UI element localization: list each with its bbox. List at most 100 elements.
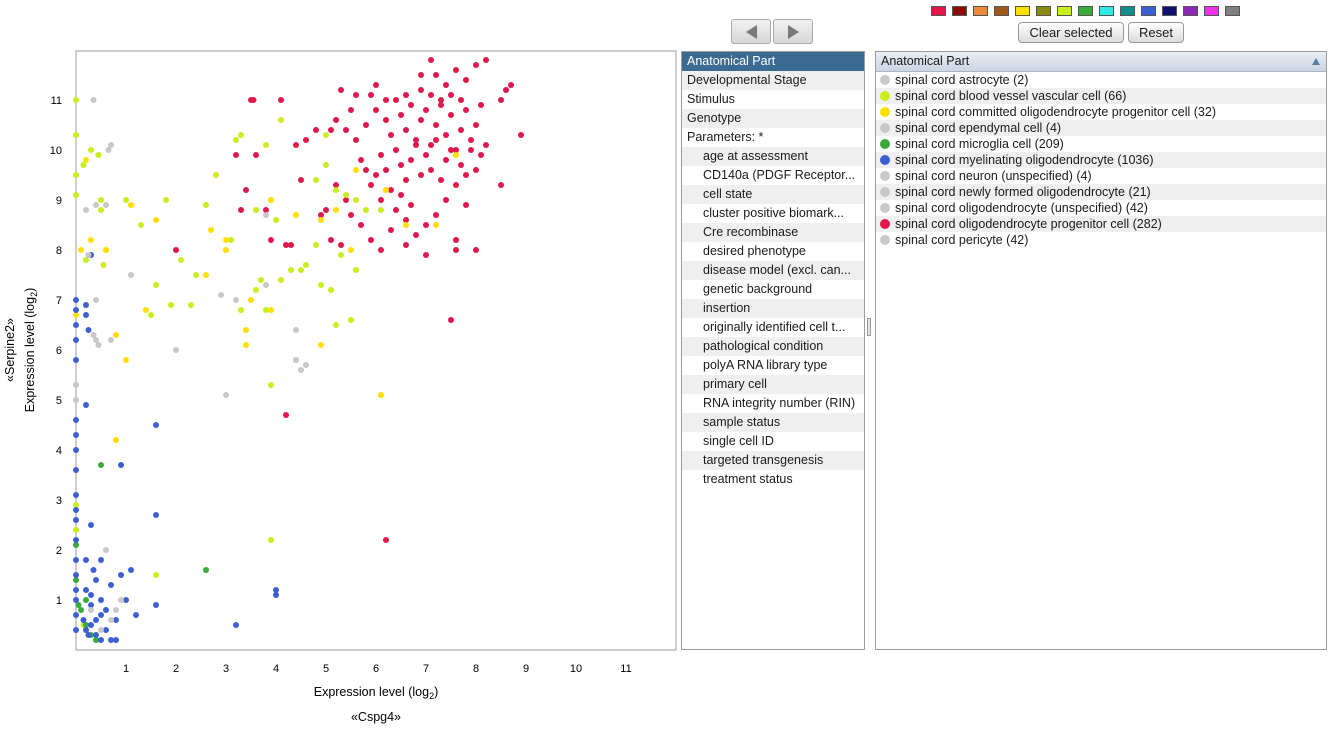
data-point[interactable]: [428, 167, 434, 173]
data-point[interactable]: [203, 567, 209, 573]
data-point[interactable]: [88, 607, 94, 613]
data-point[interactable]: [73, 572, 79, 578]
data-point[interactable]: [85, 252, 92, 258]
data-point[interactable]: [378, 152, 384, 158]
data-point[interactable]: [128, 272, 134, 278]
data-point[interactable]: [258, 277, 264, 283]
data-point[interactable]: [423, 107, 429, 113]
data-point[interactable]: [433, 212, 439, 218]
data-point[interactable]: [333, 182, 339, 188]
data-point[interactable]: [423, 152, 429, 158]
data-point[interactable]: [83, 622, 89, 628]
value-row[interactable]: spinal cord neuron (unspecified) (4): [876, 168, 1326, 184]
data-point[interactable]: [393, 97, 399, 103]
data-point[interactable]: [433, 222, 439, 228]
color-swatch[interactable]: [1183, 6, 1198, 16]
data-point[interactable]: [138, 222, 144, 228]
data-point[interactable]: [353, 167, 359, 173]
data-point[interactable]: [398, 192, 404, 198]
data-point[interactable]: [428, 142, 434, 148]
data-point[interactable]: [353, 92, 359, 98]
data-point[interactable]: [368, 182, 374, 188]
data-point[interactable]: [108, 582, 114, 588]
data-point[interactable]: [85, 327, 92, 333]
facet-item[interactable]: single cell ID: [703, 434, 774, 448]
data-point[interactable]: [288, 267, 294, 273]
data-point[interactable]: [363, 207, 369, 213]
data-point[interactable]: [78, 607, 84, 613]
data-point[interactable]: [98, 627, 104, 633]
data-point[interactable]: [83, 587, 89, 593]
data-point[interactable]: [263, 207, 269, 213]
data-point[interactable]: [408, 157, 414, 163]
data-point[interactable]: [103, 547, 109, 553]
data-point[interactable]: [73, 417, 79, 423]
value-row[interactable]: spinal cord newly formed oligodendrocyte…: [876, 184, 1326, 200]
data-point[interactable]: [463, 77, 469, 83]
data-point[interactable]: [173, 347, 179, 353]
data-point[interactable]: [263, 142, 269, 148]
data-point[interactable]: [268, 307, 274, 313]
data-point[interactable]: [353, 267, 359, 273]
data-point[interactable]: [333, 207, 339, 213]
data-point[interactable]: [98, 612, 104, 618]
data-point[interactable]: [413, 137, 419, 143]
data-point[interactable]: [453, 147, 459, 153]
data-point[interactable]: [233, 137, 239, 143]
data-point[interactable]: [118, 572, 124, 578]
data-point[interactable]: [303, 262, 309, 268]
data-point[interactable]: [73, 307, 79, 313]
color-swatch[interactable]: [973, 6, 988, 16]
data-point[interactable]: [343, 192, 349, 198]
data-point[interactable]: [123, 357, 129, 363]
previous-button[interactable]: [731, 19, 771, 44]
split-pane-divider[interactable]: [867, 318, 871, 336]
data-point[interactable]: [313, 242, 319, 248]
data-point[interactable]: [298, 177, 304, 183]
data-point[interactable]: [373, 82, 379, 88]
color-swatch[interactable]: [1078, 6, 1093, 16]
data-point[interactable]: [453, 67, 459, 73]
data-point[interactable]: [153, 572, 159, 578]
data-point[interactable]: [473, 167, 479, 173]
data-point[interactable]: [73, 397, 79, 403]
data-point[interactable]: [383, 167, 389, 173]
facet-item[interactable]: Genotype: [682, 109, 864, 128]
data-point[interactable]: [113, 437, 119, 443]
color-swatch[interactable]: [1015, 6, 1030, 16]
data-point[interactable]: [228, 237, 234, 243]
data-point[interactable]: [443, 157, 449, 163]
data-point[interactable]: [383, 97, 389, 103]
data-point[interactable]: [318, 282, 324, 288]
data-point[interactable]: [73, 192, 79, 198]
data-point[interactable]: [403, 92, 409, 98]
data-point[interactable]: [128, 202, 134, 208]
data-point[interactable]: [293, 327, 299, 333]
data-point[interactable]: [168, 302, 174, 308]
data-point[interactable]: [263, 282, 269, 288]
facet-item[interactable]: cluster positive biomark...: [703, 206, 845, 220]
data-point[interactable]: [103, 607, 109, 613]
data-point[interactable]: [338, 87, 344, 93]
value-row[interactable]: spinal cord committed oligodendrocyte pr…: [876, 104, 1326, 120]
data-point[interactable]: [273, 587, 279, 593]
data-point[interactable]: [73, 542, 79, 548]
data-point[interactable]: [83, 597, 89, 603]
data-point[interactable]: [338, 252, 344, 258]
data-points[interactable]: [73, 57, 524, 643]
data-point[interactable]: [338, 242, 344, 248]
data-point[interactable]: [73, 557, 79, 563]
data-point[interactable]: [443, 197, 449, 203]
data-point[interactable]: [93, 297, 99, 303]
data-point[interactable]: [333, 187, 339, 193]
data-point[interactable]: [93, 202, 99, 208]
data-point[interactable]: [208, 227, 214, 233]
value-row[interactable]: spinal cord myelinating oligodendrocyte …: [876, 152, 1326, 168]
data-point[interactable]: [348, 317, 354, 323]
data-point[interactable]: [448, 112, 454, 118]
data-point[interactable]: [403, 127, 409, 133]
data-point[interactable]: [408, 102, 414, 108]
facet-item[interactable]: targeted transgenesis: [682, 451, 864, 470]
data-point[interactable]: [348, 107, 354, 113]
data-point[interactable]: [223, 247, 229, 253]
